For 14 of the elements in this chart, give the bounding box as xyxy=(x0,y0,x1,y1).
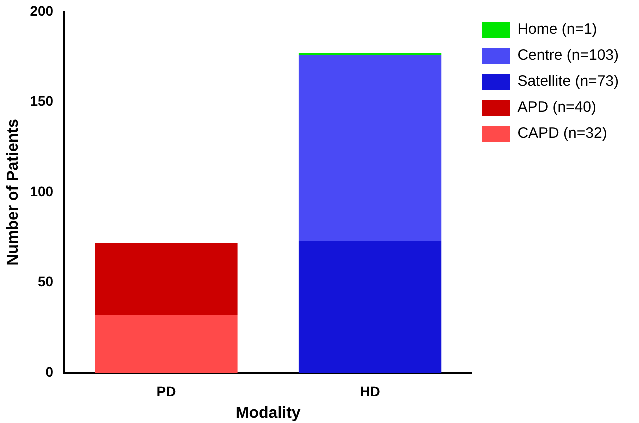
y-axis-title: Number of Patients xyxy=(5,119,22,266)
x-axis-title: Modality xyxy=(236,404,301,422)
legend-label: APD (n=40) xyxy=(518,99,596,116)
legend-label: Satellite (n=73) xyxy=(518,73,620,90)
y-tick-label: 50 xyxy=(38,274,54,290)
legend-label: CAPD (n=32) xyxy=(518,125,608,142)
y-tick-label: 200 xyxy=(30,2,54,19)
y-tick-label: 100 xyxy=(30,183,54,200)
y-tick-label: 0 xyxy=(46,364,54,380)
x-tick-label: PD xyxy=(156,383,176,400)
x-tick-label: HD xyxy=(360,383,380,400)
legend-label: Centre (n=103) xyxy=(518,47,620,64)
legend-label: Home (n=1) xyxy=(518,21,598,38)
y-tick-label: 150 xyxy=(30,93,54,110)
